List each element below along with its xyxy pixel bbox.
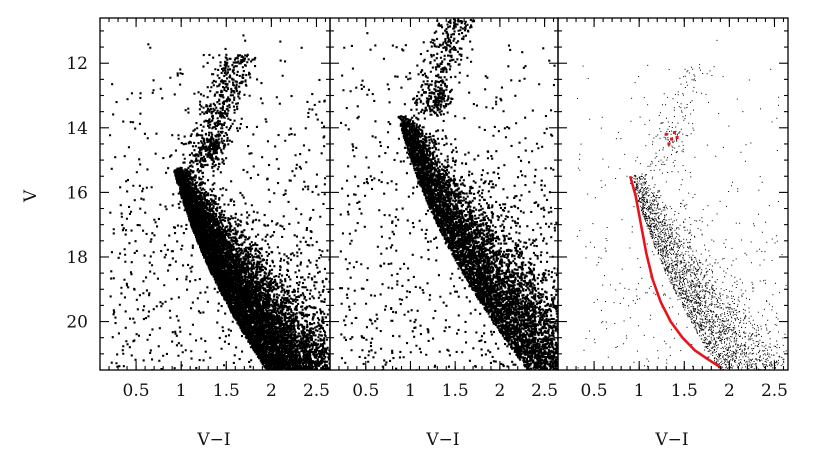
isochrone-clump-point (672, 131, 676, 135)
x-axis-title-right: V−I (654, 430, 688, 450)
isochrone-clump-point (675, 136, 679, 139)
y-tick-label: 16 (66, 183, 88, 203)
panel-frame-right (557, 17, 789, 371)
panels-group: 0.5 1 1.5 2 2.5 12 14 16 18 20 0.5 1 1.5 2 2.5 0.5 1 1.5 2… (66, 17, 789, 401)
isochrone-clump-point (667, 142, 671, 146)
x-tick-label: 2.5 (761, 381, 788, 401)
isochrone-line (628, 175, 723, 370)
y-axis-title: V (21, 189, 41, 203)
x-tick-label: 1 (405, 381, 416, 401)
x-tick-label: 2 (724, 381, 735, 401)
scatter-points-left (109, 34, 330, 370)
x-axis-title-left: V−I (196, 430, 230, 450)
panel-right: 0.5 1 1.5 2 2.5 (557, 17, 789, 401)
panel-middle: 0.5 1 1.5 2 2.5 (329, 17, 559, 401)
x-tick-label: 0.5 (581, 381, 608, 401)
y-tick-label: 18 (66, 248, 88, 268)
panel-left: 0.5 1 1.5 2 2.5 12 14 16 18 20 (66, 17, 331, 401)
scatter-markers-middle (339, 18, 558, 370)
x-tick-label: 2 (494, 381, 505, 401)
isochrone-clump-point (670, 137, 674, 141)
x-tick-label: 2.5 (303, 381, 330, 401)
scatter-points-right (576, 39, 788, 370)
y-tick-label: 14 (66, 119, 88, 139)
x-tick-label: 1 (176, 381, 187, 401)
x-tick-label: 2.5 (531, 381, 558, 401)
x-tick-label: 1.5 (213, 381, 240, 401)
isochrone-clump-point (664, 132, 668, 136)
x-tick-label: 0.5 (123, 381, 150, 401)
scatter-markers-right (576, 39, 788, 370)
scatter-markers-left (109, 34, 330, 370)
scatter-points-middle (339, 18, 558, 370)
x-tick-label: 0.5 (352, 381, 379, 401)
x-axis-title-middle: V−I (425, 430, 459, 450)
x-tick-label: 1.5 (671, 381, 698, 401)
x-tick-label: 2 (266, 381, 277, 401)
x-tick-label: 1.5 (442, 381, 469, 401)
x-tick-label: 1 (634, 381, 645, 401)
y-tick-label: 20 (66, 313, 88, 333)
y-tick-label: 12 (66, 54, 88, 74)
